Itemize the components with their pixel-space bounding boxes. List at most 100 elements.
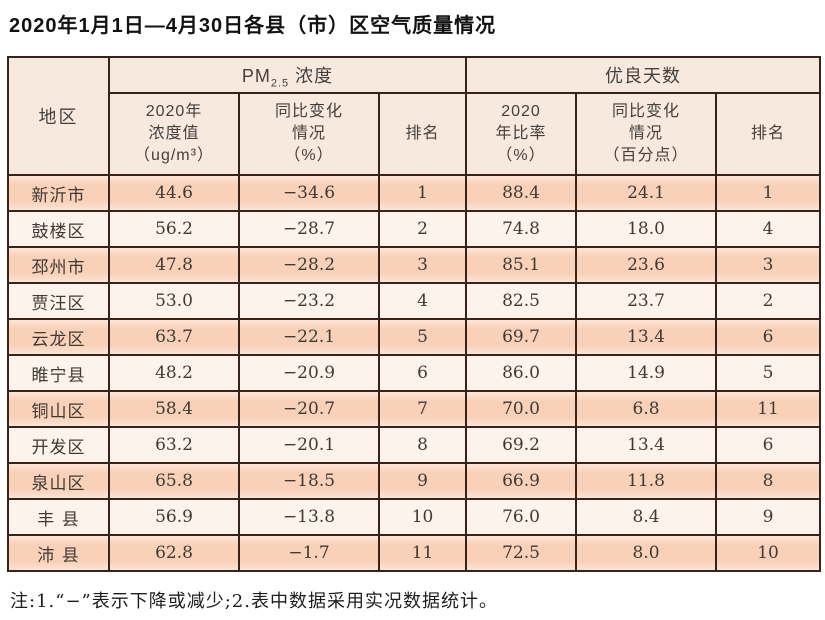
table-row: 新沂市 44.6 −34.6 1 88.4 24.1 1 [7, 174, 822, 212]
column-header-pm-value: 2020年 浓度值 （ug/m³） [108, 92, 240, 176]
ratio-change-cell: 8.4 [575, 498, 718, 536]
pm-value-cell: 58.4 [108, 390, 240, 428]
pm-rank-cell: 2 [377, 210, 468, 248]
pm-change-cell: −28.2 [238, 246, 380, 284]
pm-value-cell: 56.2 [108, 210, 240, 248]
ratio-cell: 66.9 [465, 462, 578, 500]
table-row: 贾汪区 53.0 −23.2 4 82.5 23.7 2 [7, 282, 822, 320]
pm-rank-cell: 5 [377, 318, 468, 356]
page-title: 2020年1月1日—4月30日各县（市）区空气质量情况 [9, 15, 497, 37]
pm-value-cell: 65.8 [108, 462, 240, 500]
good-rank-cell: 8 [715, 462, 822, 500]
table-body: 新沂市 44.6 −34.6 1 88.4 24.1 1 鼓楼区 56.2 −28.7 2 74.8 1… [7, 174, 822, 572]
ratio-cell: 82.5 [465, 282, 578, 320]
pm-rank-cell: 10 [377, 498, 468, 536]
pm-rank-cell: 9 [377, 462, 468, 500]
region-cell: 邳州市 [7, 246, 110, 284]
good-rank-cell: 6 [715, 318, 822, 356]
ratio-cell: 74.8 [465, 210, 578, 248]
ratio-cell: 85.1 [465, 246, 578, 284]
ratio-change-cell: 23.7 [575, 282, 718, 320]
good-rank-cell: 4 [715, 210, 822, 248]
region-cell: 云龙区 [7, 318, 110, 356]
pm-change-cell: −20.1 [238, 426, 380, 464]
pm-change-cell: −20.9 [238, 354, 380, 392]
pm-value-cell: 47.8 [108, 246, 240, 284]
pm-rank-cell: 1 [377, 174, 468, 212]
column-group-good-days: 优良天数 [465, 56, 822, 94]
pm-value-cell: 63.2 [108, 426, 240, 464]
ratio-cell: 70.0 [465, 390, 578, 428]
pm-rank-cell: 7 [377, 390, 468, 428]
ratio-cell: 86.0 [465, 354, 578, 392]
column-header-good-rank: 排名 [715, 92, 822, 176]
table-row: 沛 县 62.8 −1.7 11 72.5 8.0 10 [7, 534, 822, 572]
pm-rank-cell: 6 [377, 354, 468, 392]
pm-change-cell: −13.8 [238, 498, 380, 536]
column-header-region: 地区 [7, 56, 110, 176]
pm-value-cell: 63.7 [108, 318, 240, 356]
region-cell: 鼓楼区 [7, 210, 110, 248]
table-row: 开发区 63.2 −20.1 8 69.2 13.4 6 [7, 426, 822, 464]
good-rank-cell: 5 [715, 354, 822, 392]
ratio-cell: 69.7 [465, 318, 578, 356]
table-row: 云龙区 63.7 −22.1 5 69.7 13.4 6 [7, 318, 822, 356]
region-cell: 开发区 [7, 426, 110, 464]
ratio-change-cell: 13.4 [575, 426, 718, 464]
air-quality-table: 地区 PM2.5 浓度 优良天数 2020年 浓度值 （ug/m³） 同比变化 情… [7, 56, 822, 572]
pm-value-cell: 53.0 [108, 282, 240, 320]
pm-value-cell: 62.8 [108, 534, 240, 572]
good-rank-cell: 11 [715, 390, 822, 428]
column-header-ratio: 2020 年比率 （%） [465, 92, 578, 176]
column-group-pm25: PM2.5 浓度 [107, 56, 468, 94]
ratio-cell: 76.0 [465, 498, 578, 536]
region-cell: 新沂市 [7, 174, 110, 212]
pm-change-cell: −18.5 [238, 462, 380, 500]
pm25-label: PM2.5 浓度 [241, 66, 334, 90]
pm-value-cell: 44.6 [108, 174, 240, 212]
table-header: 地区 PM2.5 浓度 优良天数 2020年 浓度值 （ug/m³） 同比变化 情… [7, 56, 822, 176]
sub-header-row: 2020年 浓度值 （ug/m³） 同比变化 情况 （%） 排名 2020 年比率 （… [8, 92, 822, 176]
footnote: 注:1.“−”表示下降或减少;2.表中数据采用实况数据统计。 [10, 591, 498, 612]
good-rank-cell: 6 [715, 426, 822, 464]
good-rank-cell: 9 [715, 498, 822, 536]
pm-change-cell: −22.1 [238, 318, 380, 356]
region-cell: 贾汪区 [7, 282, 110, 320]
ratio-change-cell: 14.9 [575, 354, 718, 392]
region-cell: 睢宁县 [7, 354, 110, 392]
pm25-subscript: 2.5 [270, 77, 290, 90]
ratio-change-cell: 18.0 [575, 210, 718, 248]
good-rank-cell: 10 [715, 534, 822, 572]
group-header-row: 地区 PM2.5 浓度 优良天数 [7, 56, 822, 176]
pm-value-cell: 56.9 [108, 498, 240, 536]
ratio-change-cell: 13.4 [575, 318, 718, 356]
ratio-change-cell: 8.0 [575, 534, 718, 572]
pm-rank-cell: 4 [377, 282, 468, 320]
ratio-change-cell: 6.8 [575, 390, 718, 428]
pm-change-cell: −1.7 [238, 534, 380, 572]
good-rank-cell: 3 [715, 246, 822, 284]
table-row: 鼓楼区 56.2 −28.7 2 74.8 18.0 4 [7, 210, 822, 248]
pm-change-cell: −34.6 [238, 174, 380, 212]
table-row: 泉山区 65.8 −18.5 9 66.9 11.8 8 [7, 462, 822, 500]
pm-rank-cell: 11 [377, 534, 468, 572]
ratio-change-cell: 24.1 [575, 174, 718, 212]
pm-rank-cell: 8 [377, 426, 468, 464]
pm-rank-cell: 3 [377, 246, 468, 284]
table-row: 丰 县 56.9 −13.8 10 76.0 8.4 9 [7, 498, 822, 536]
table-row: 铜山区 58.4 −20.7 7 70.0 6.8 11 [7, 390, 822, 428]
pm-change-cell: −20.7 [238, 390, 380, 428]
ratio-cell: 69.2 [465, 426, 578, 464]
region-cell: 铜山区 [7, 390, 110, 428]
region-cell: 丰 县 [7, 498, 110, 536]
region-cell: 泉山区 [7, 462, 110, 500]
ratio-change-cell: 23.6 [575, 246, 718, 284]
pm-change-cell: −28.7 [238, 210, 380, 248]
column-header-ratio-change: 同比变化 情况 （百分点） [575, 92, 718, 176]
good-rank-cell: 2 [715, 282, 822, 320]
table-row: 睢宁县 48.2 −20.9 6 86.0 14.9 5 [7, 354, 822, 392]
pm-change-cell: −23.2 [238, 282, 380, 320]
region-cell: 沛 县 [7, 534, 110, 572]
table-row: 邳州市 47.8 −28.2 3 85.1 23.6 3 [7, 246, 822, 284]
